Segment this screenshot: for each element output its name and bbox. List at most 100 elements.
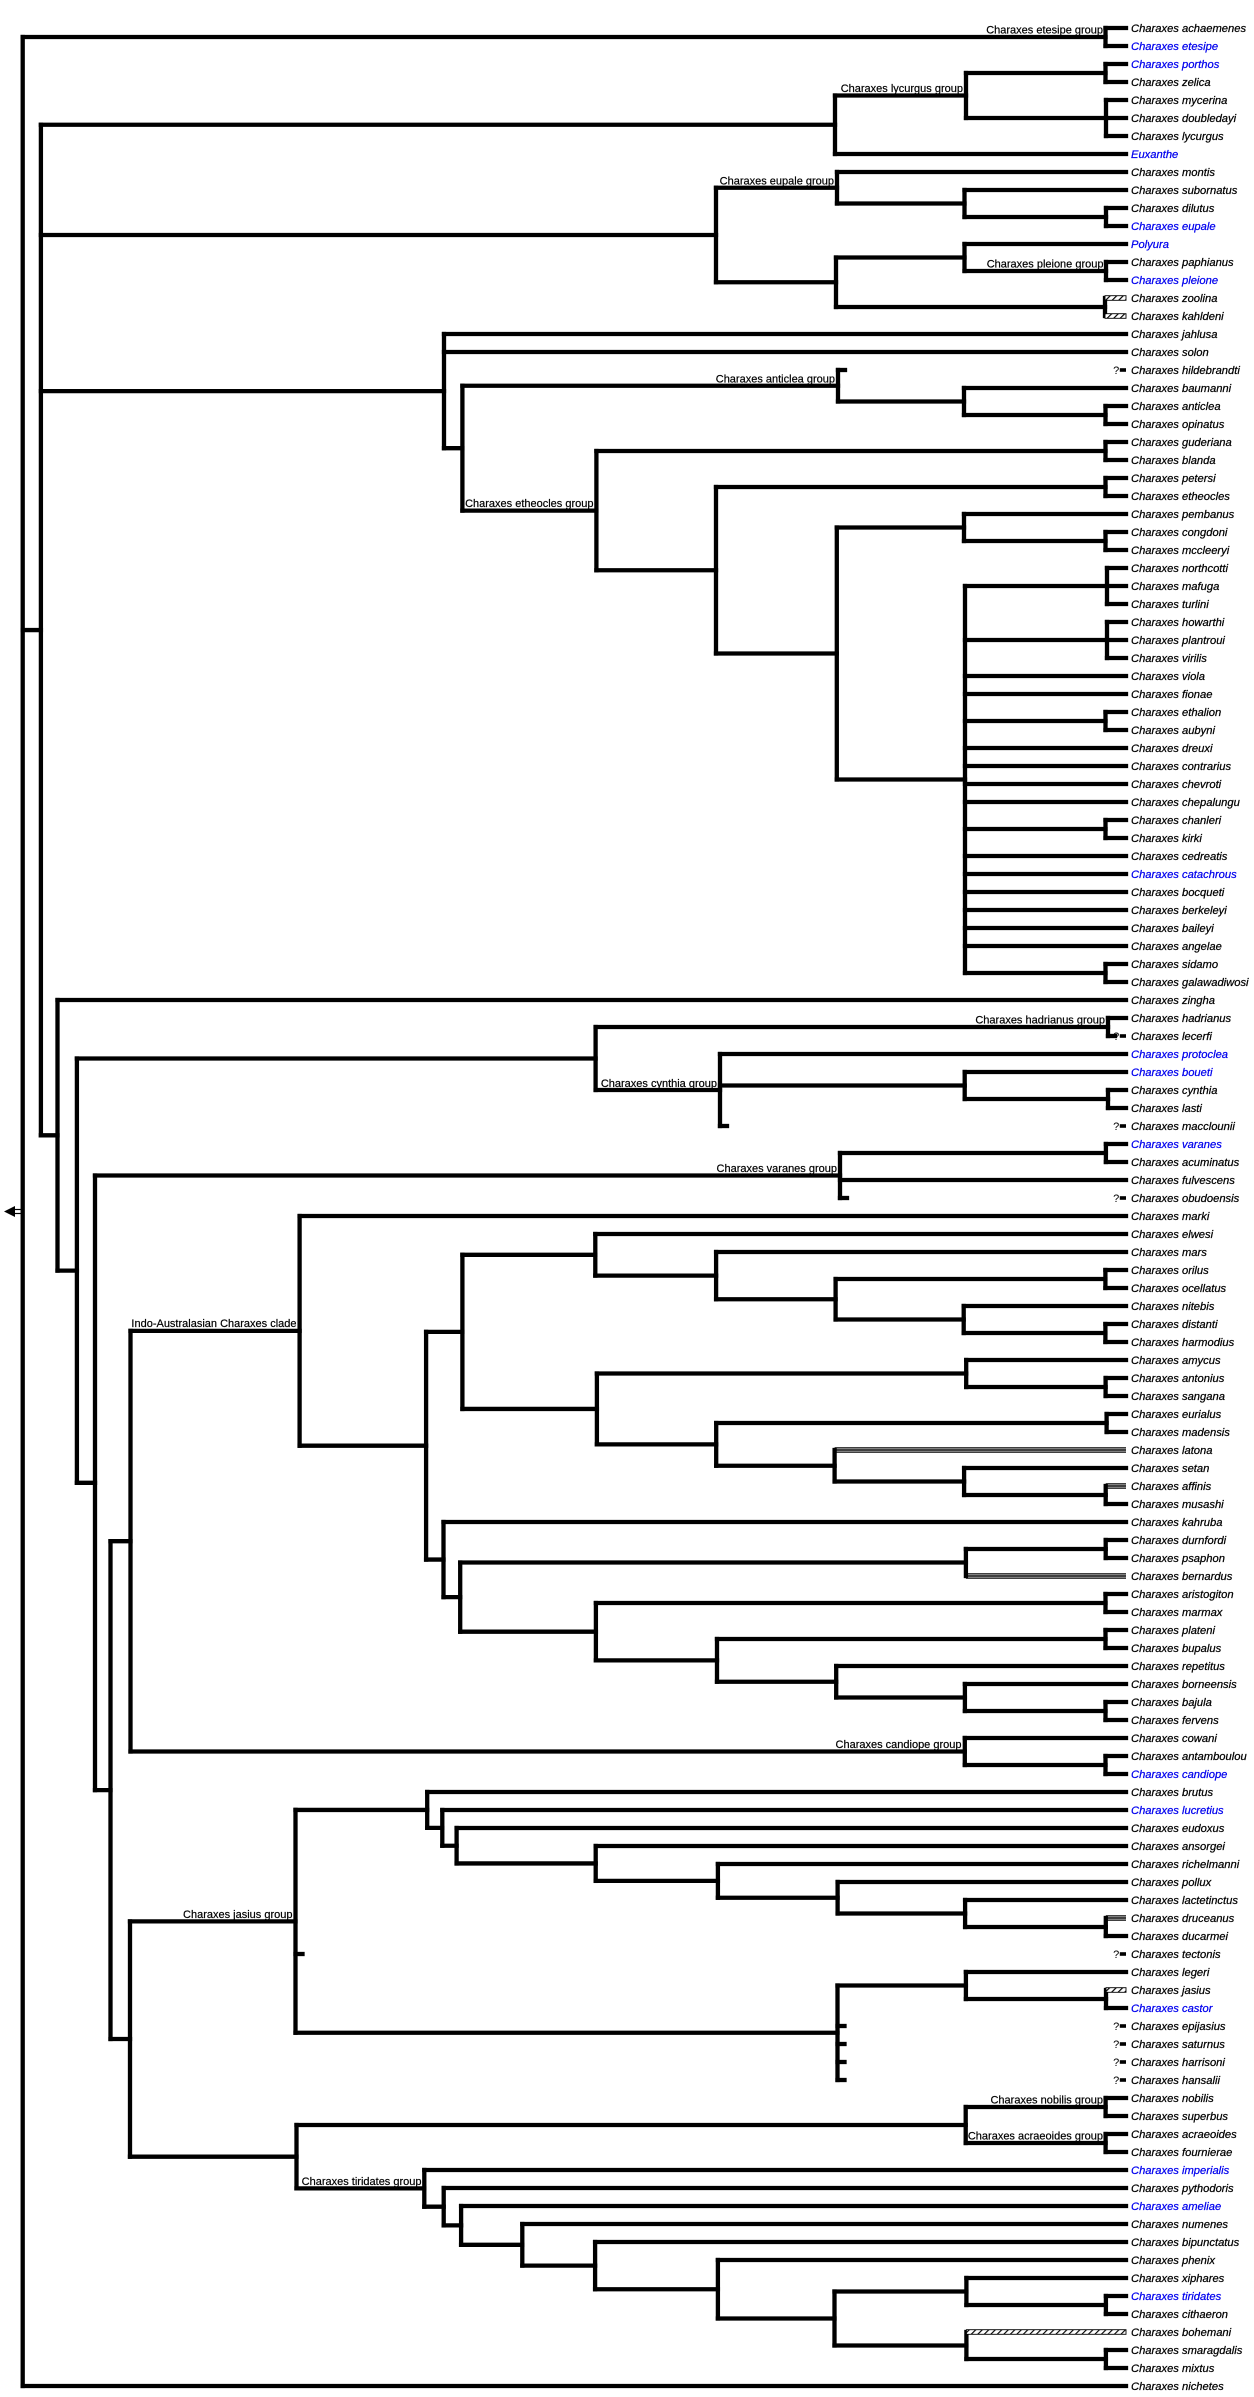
svg-text:Charaxes boueti: Charaxes boueti	[1131, 1067, 1213, 1079]
svg-text:Charaxes sangana: Charaxes sangana	[1131, 1391, 1225, 1403]
svg-text:Charaxes nobilis: Charaxes nobilis	[1131, 2093, 1214, 2105]
svg-text:Charaxes dilutus: Charaxes dilutus	[1131, 203, 1215, 215]
svg-text:Charaxes hadrianus: Charaxes hadrianus	[1131, 1013, 1232, 1025]
svg-text:Charaxes bocqueti: Charaxes bocqueti	[1131, 887, 1225, 899]
svg-text:Charaxes harrisoni: Charaxes harrisoni	[1131, 2057, 1225, 2069]
svg-text:Charaxes chevroti: Charaxes chevroti	[1131, 779, 1222, 791]
svg-text:Charaxes nichetes: Charaxes nichetes	[1131, 2381, 1224, 2393]
svg-text:Charaxes cedreatis: Charaxes cedreatis	[1131, 851, 1228, 863]
svg-text:Charaxes eurialus: Charaxes eurialus	[1131, 1409, 1222, 1421]
svg-text:Charaxes turlini: Charaxes turlini	[1131, 599, 1209, 611]
svg-text:Charaxes kahruba: Charaxes kahruba	[1131, 1517, 1222, 1529]
svg-text:Charaxes borneensis: Charaxes borneensis	[1131, 1679, 1237, 1691]
svg-text:Charaxes eupale group: Charaxes eupale group	[720, 176, 834, 188]
svg-text:Charaxes porthos: Charaxes porthos	[1131, 59, 1220, 71]
svg-text:Charaxes etheocles: Charaxes etheocles	[1131, 491, 1230, 503]
svg-text:Charaxes orilus: Charaxes orilus	[1131, 1265, 1209, 1277]
svg-text:Charaxes anticlea group: Charaxes anticlea group	[716, 374, 835, 386]
svg-text:Charaxes contrarius: Charaxes contrarius	[1131, 761, 1232, 773]
svg-text:Charaxes nobilis group: Charaxes nobilis group	[990, 2095, 1103, 2107]
svg-text:Charaxes harmodius: Charaxes harmodius	[1131, 1337, 1235, 1349]
svg-text:?: ?	[1113, 365, 1119, 377]
svg-text:Charaxes lasti: Charaxes lasti	[1131, 1103, 1202, 1115]
svg-text:Charaxes smaragdalis: Charaxes smaragdalis	[1131, 2345, 1243, 2357]
svg-text:Charaxes plateni: Charaxes plateni	[1131, 1625, 1215, 1637]
svg-text:Charaxes richelmanni: Charaxes richelmanni	[1131, 1859, 1240, 1871]
svg-text:Charaxes mars: Charaxes mars	[1131, 1247, 1207, 1259]
svg-text:Charaxes hadrianus group: Charaxes hadrianus group	[975, 1015, 1105, 1027]
svg-text:Charaxes subornatus: Charaxes subornatus	[1131, 185, 1238, 197]
svg-text:Charaxes ducarmei: Charaxes ducarmei	[1131, 1931, 1229, 1943]
svg-text:Charaxes doubledayi: Charaxes doubledayi	[1131, 113, 1237, 125]
svg-text:Charaxes numenes: Charaxes numenes	[1131, 2219, 1228, 2231]
svg-text:Charaxes varanes group: Charaxes varanes group	[717, 1163, 837, 1175]
svg-text:Charaxes pleione group: Charaxes pleione group	[987, 259, 1104, 271]
svg-text:Charaxes saturnus: Charaxes saturnus	[1131, 2039, 1225, 2051]
svg-text:Charaxes bernardus: Charaxes bernardus	[1131, 1571, 1233, 1583]
svg-text:Charaxes nitebis: Charaxes nitebis	[1131, 1301, 1215, 1313]
svg-text:Charaxes jahlusa: Charaxes jahlusa	[1131, 329, 1217, 341]
svg-text:Charaxes angelae: Charaxes angelae	[1131, 941, 1222, 953]
svg-text:Charaxes fervens: Charaxes fervens	[1131, 1715, 1219, 1727]
svg-text:?: ?	[1113, 2057, 1119, 2069]
svg-text:Charaxes etesipe group: Charaxes etesipe group	[986, 25, 1103, 37]
svg-text:Charaxes aubyni: Charaxes aubyni	[1131, 725, 1215, 737]
svg-text:Charaxes candiope group: Charaxes candiope group	[836, 1739, 962, 1751]
svg-text:Charaxes lactetinctus: Charaxes lactetinctus	[1131, 1895, 1238, 1907]
svg-text:Charaxes berkeleyi: Charaxes berkeleyi	[1131, 905, 1227, 917]
svg-text:Charaxes plantroui: Charaxes plantroui	[1131, 635, 1225, 647]
svg-text:Charaxes zoolina: Charaxes zoolina	[1131, 293, 1217, 305]
svg-text:Charaxes bohemani: Charaxes bohemani	[1131, 2327, 1232, 2339]
svg-text:Charaxes mixtus: Charaxes mixtus	[1131, 2363, 1215, 2375]
svg-text:Charaxes dreuxi: Charaxes dreuxi	[1131, 743, 1213, 755]
svg-text:Charaxes marki: Charaxes marki	[1131, 1211, 1210, 1223]
svg-text:Charaxes cowani: Charaxes cowani	[1131, 1733, 1217, 1745]
svg-text:?: ?	[1113, 1031, 1119, 1043]
svg-text:Charaxes amycus: Charaxes amycus	[1131, 1355, 1221, 1367]
svg-text:Charaxes obudoensis: Charaxes obudoensis	[1131, 1193, 1240, 1205]
svg-text:Charaxes kahldeni: Charaxes kahldeni	[1131, 311, 1224, 323]
svg-text:Charaxes tiridates: Charaxes tiridates	[1131, 2291, 1222, 2303]
svg-text:Charaxes etesipe: Charaxes etesipe	[1131, 41, 1218, 53]
svg-text:Charaxes fournierae: Charaxes fournierae	[1131, 2147, 1232, 2159]
svg-text:Charaxes chanleri: Charaxes chanleri	[1131, 815, 1222, 827]
svg-text:Charaxes congdoni: Charaxes congdoni	[1131, 527, 1228, 539]
svg-text:Charaxes bipunctatus: Charaxes bipunctatus	[1131, 2237, 1240, 2249]
svg-text:Charaxes zingha: Charaxes zingha	[1131, 995, 1215, 1007]
svg-text:Charaxes jasius group: Charaxes jasius group	[183, 1909, 292, 1921]
svg-text:?: ?	[1113, 2039, 1119, 2051]
svg-text:Charaxes anticlea: Charaxes anticlea	[1131, 401, 1221, 413]
svg-text:Charaxes hildebrandti: Charaxes hildebrandti	[1131, 365, 1240, 377]
svg-text:Charaxes tiridates group: Charaxes tiridates group	[302, 2176, 422, 2188]
svg-text:Indo-Australasian Charaxes cla: Indo-Australasian Charaxes clade	[131, 1318, 296, 1330]
svg-text:?: ?	[1113, 1193, 1119, 1205]
svg-text:Charaxes jasius: Charaxes jasius	[1131, 1985, 1211, 1997]
svg-text:Charaxes sidamo: Charaxes sidamo	[1131, 959, 1218, 971]
svg-text:Charaxes baileyi: Charaxes baileyi	[1131, 923, 1214, 935]
svg-text:Charaxes mycerina: Charaxes mycerina	[1131, 95, 1227, 107]
svg-text:Charaxes mafuga: Charaxes mafuga	[1131, 581, 1219, 593]
svg-text:Charaxes brutus: Charaxes brutus	[1131, 1787, 1213, 1799]
svg-text:Charaxes protoclea: Charaxes protoclea	[1131, 1049, 1228, 1061]
svg-text:Charaxes montis: Charaxes montis	[1131, 167, 1215, 179]
svg-text:Charaxes etheocles group: Charaxes etheocles group	[465, 498, 593, 510]
svg-text:?: ?	[1113, 1121, 1119, 1133]
svg-text:Charaxes catachrous: Charaxes catachrous	[1131, 869, 1237, 881]
svg-text:Charaxes antonius: Charaxes antonius	[1131, 1373, 1225, 1385]
svg-text:Charaxes fulvescens: Charaxes fulvescens	[1131, 1175, 1235, 1187]
svg-text:Charaxes bupalus: Charaxes bupalus	[1131, 1643, 1222, 1655]
svg-text:Charaxes superbus: Charaxes superbus	[1131, 2111, 1228, 2123]
svg-text:Charaxes macclounii: Charaxes macclounii	[1131, 1121, 1235, 1133]
svg-text:Charaxes cynthia: Charaxes cynthia	[1131, 1085, 1217, 1097]
svg-text:Charaxes northcotti: Charaxes northcotti	[1131, 563, 1229, 575]
svg-text:Charaxes acraeoides: Charaxes acraeoides	[1131, 2129, 1237, 2141]
svg-text:Euxanthe: Euxanthe	[1131, 149, 1178, 161]
svg-text:Charaxes lycurgus group: Charaxes lycurgus group	[841, 83, 963, 95]
svg-text:Charaxes marmax: Charaxes marmax	[1131, 1607, 1223, 1619]
svg-text:Charaxes pleione: Charaxes pleione	[1131, 275, 1218, 287]
svg-text:Charaxes affinis: Charaxes affinis	[1131, 1481, 1212, 1493]
svg-text:Charaxes paphianus: Charaxes paphianus	[1131, 257, 1234, 269]
svg-text:Charaxes antamboulou: Charaxes antamboulou	[1131, 1751, 1247, 1763]
svg-text:Charaxes pollux: Charaxes pollux	[1131, 1877, 1212, 1889]
svg-text:Charaxes mccleeryi: Charaxes mccleeryi	[1131, 545, 1230, 557]
